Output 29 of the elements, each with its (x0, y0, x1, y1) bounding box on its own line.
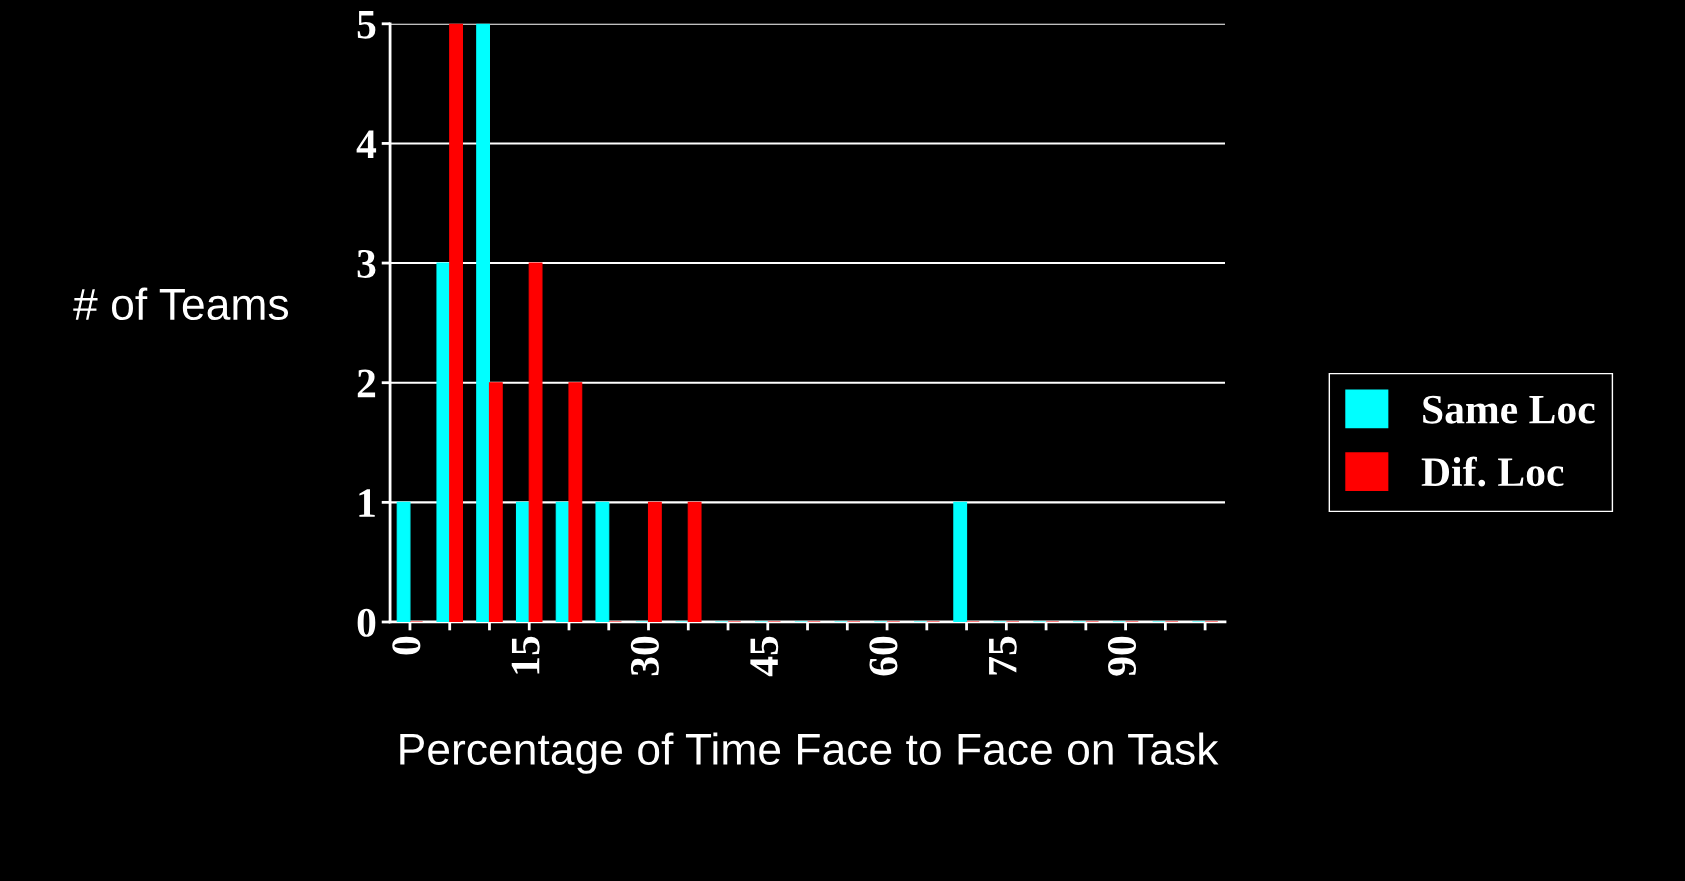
legend-label: Dif. Loc (1421, 456, 1564, 487)
y-tick-label: 2 (357, 369, 376, 398)
x-axis-title: Percentage of Time Face to Face on Task (400, 732, 1219, 774)
y-tick-label: 1 (359, 489, 375, 517)
x-tick-label: 60 (869, 636, 898, 676)
x-tick-label: 30 (630, 636, 659, 676)
bar (687, 501, 702, 622)
bar (528, 262, 543, 622)
bar (449, 23, 463, 622)
bar (436, 262, 451, 622)
x-tick-label: 15 (511, 636, 540, 674)
bar (568, 382, 583, 622)
bar (595, 501, 610, 622)
y-axis-title: # of Teams (73, 287, 289, 321)
x-tick-label: 0 (392, 636, 421, 655)
bar (396, 501, 411, 622)
bar (647, 501, 662, 622)
x-tick-label: 75 (989, 636, 1017, 675)
y-tick-label: 3 (357, 249, 376, 278)
x-tick-label: 90 (1107, 636, 1137, 676)
x-tick-label: 45 (750, 636, 779, 677)
y-tick-label: 0 (357, 608, 376, 637)
bar (953, 501, 968, 622)
bar (476, 23, 491, 622)
bar (515, 501, 530, 622)
y-tick-label: 4 (356, 130, 377, 158)
legend-label: Same Loc (1423, 395, 1595, 424)
y-tick-label: 5 (357, 10, 376, 39)
bar (488, 382, 503, 622)
